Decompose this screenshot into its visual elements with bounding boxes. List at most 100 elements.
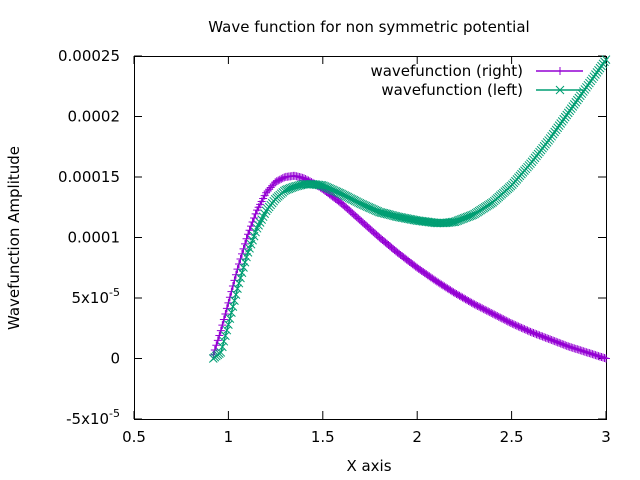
series-point: [364, 202, 374, 212]
series-point: [209, 350, 218, 359]
series-point: [250, 213, 259, 222]
series-point: [317, 181, 327, 190]
series-point: [332, 187, 342, 197]
series-point: [347, 195, 357, 204]
y-tick-mantissa: 0.0001: [68, 229, 121, 247]
x-tick-label: 1: [224, 428, 234, 446]
y-tick-label: 0.00015: [58, 168, 120, 186]
series-point: [361, 201, 371, 211]
series-point: [247, 222, 256, 231]
series-point: [225, 314, 235, 323]
series-point: [281, 185, 291, 195]
series-point: [356, 199, 366, 209]
series-point: [350, 196, 360, 206]
y-tick-mantissa: 5x10: [72, 289, 110, 307]
series-point: [458, 214, 467, 224]
series-point: [335, 188, 345, 198]
series-point: [299, 179, 309, 189]
x-tick-label: 2: [412, 428, 422, 446]
series-point: [237, 268, 247, 278]
series-line: [212, 59, 607, 360]
series-point: [242, 234, 251, 243]
legend-label: wavefunction (right): [370, 62, 523, 80]
x-tick-label: 0.5: [122, 428, 146, 446]
series-point: [343, 192, 353, 202]
series-point: [284, 184, 294, 194]
series-point: [467, 211, 476, 220]
legend-label: wavefunction (left): [381, 81, 523, 99]
series-point: [353, 198, 363, 207]
plot-frame: [134, 56, 607, 420]
chart-title: Wave function for non symmetric potentia…: [208, 18, 529, 36]
series-point: [453, 216, 463, 225]
y-axis-label: Wavefunction Amplitude: [5, 146, 23, 330]
series-point: [285, 183, 295, 193]
series-point: [221, 309, 230, 318]
series-point: [258, 212, 268, 222]
series-point: [230, 296, 239, 305]
series-point: [224, 320, 233, 329]
series-point: [432, 218, 442, 228]
series-point: [254, 221, 263, 230]
series-point: [234, 278, 244, 288]
series-point: [340, 191, 350, 200]
series-point: [322, 182, 331, 192]
series-point: [215, 331, 224, 340]
series-point: [228, 302, 238, 311]
series-point: [230, 276, 239, 285]
series-point: [355, 198, 365, 208]
series-point: [452, 216, 461, 226]
series-point: [212, 341, 221, 350]
series-wavefunction-right: [209, 171, 610, 363]
series-point: [455, 215, 464, 225]
y-tick-mantissa: 0.00025: [58, 47, 120, 65]
series-point: [352, 197, 362, 207]
x-axis-label: X axis: [346, 457, 391, 475]
y-tick-label: 0.00025: [58, 47, 120, 65]
series-point: [459, 213, 469, 223]
series-point: [456, 215, 466, 224]
y-tick-label: 0.0002: [68, 108, 121, 126]
y-tick-label: -5x10-5: [66, 407, 120, 428]
legend: wavefunction (right)wavefunction (left): [370, 62, 583, 99]
y-tick-exponent: -5: [109, 407, 120, 420]
series-point: [236, 254, 245, 263]
series-point: [320, 182, 330, 191]
series-point: [602, 354, 610, 363]
series-point: [338, 190, 348, 200]
series-point: [341, 191, 351, 201]
series-point: [221, 331, 230, 341]
series-point: [462, 212, 472, 222]
series-point: [601, 55, 611, 64]
series-point: [236, 273, 245, 283]
series-point: [464, 212, 473, 221]
series-point: [367, 204, 377, 214]
series-point: [245, 226, 254, 235]
series-point: [334, 188, 344, 197]
series-point: [260, 209, 270, 219]
series-point: [213, 336, 222, 345]
y-tick-exponent: -5: [109, 286, 120, 299]
series-point: [358, 200, 368, 209]
x-tick-label: 1.5: [311, 428, 335, 446]
y-tick-mantissa: -5x10: [66, 410, 109, 428]
series-point: [231, 290, 241, 299]
series-point: [282, 185, 292, 194]
series-point: [219, 315, 228, 324]
series-point: [337, 189, 347, 199]
x-axis-ticks: 0.5 1 1.5 2 2.5 3: [122, 56, 611, 446]
series-point: [252, 223, 262, 233]
series-point: [461, 213, 470, 223]
series-point: [344, 193, 354, 203]
series-point: [216, 326, 225, 335]
series-point: [234, 259, 243, 268]
y-tick-label: 0.0001: [68, 229, 121, 247]
series-layer: [208, 55, 611, 363]
series-point: [242, 252, 251, 262]
y-tick-mantissa: 0.0002: [68, 108, 121, 126]
x-tick-label: 2.5: [500, 428, 524, 446]
series-point: [218, 342, 227, 352]
series-point: [302, 179, 312, 189]
